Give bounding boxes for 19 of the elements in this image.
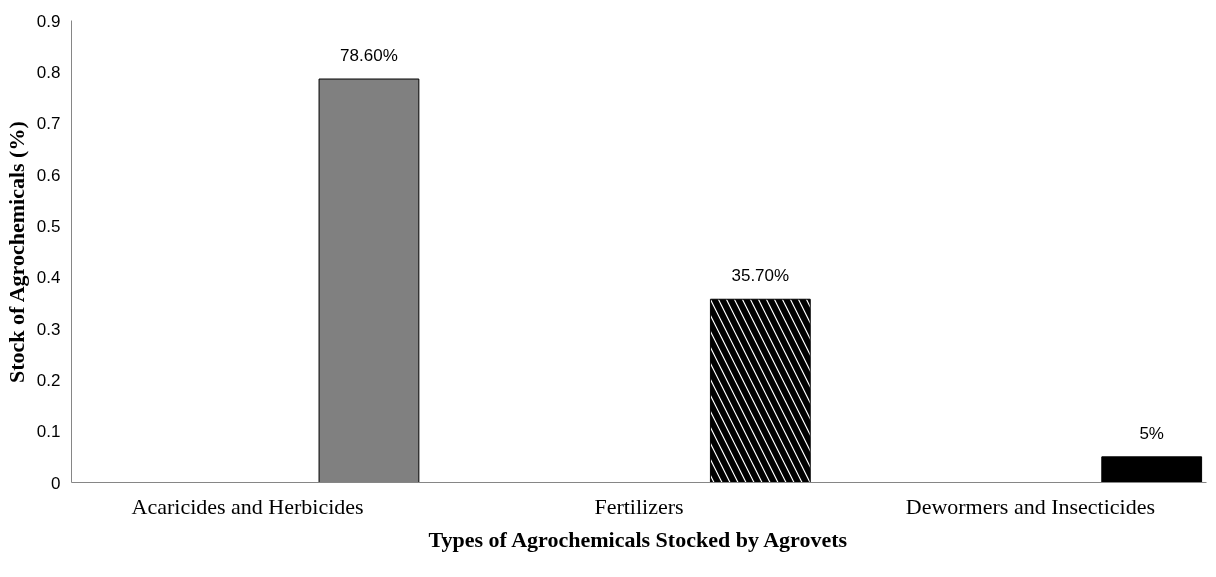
- y-tick-label: 0.5: [36, 216, 61, 236]
- data-label: 5%: [1139, 423, 1164, 443]
- bar: [1101, 456, 1203, 483]
- x-tick-label: Dewormers and Insecticides: [905, 493, 1156, 519]
- x-tick-label: Fertilizers: [594, 493, 684, 519]
- data-label: 78.60%: [340, 46, 398, 66]
- x-axis-title: Types of Agrochemicals Stocked by Agrovets: [428, 526, 848, 552]
- y-tick-label: 0.3: [36, 319, 61, 339]
- y-tick-label: 0.6: [36, 165, 61, 185]
- y-tick-label: 0.7: [36, 114, 61, 134]
- y-tick-label: 0.8: [36, 62, 61, 82]
- y-axis-title: Stock of Agrochemicals (%): [3, 121, 29, 383]
- y-tick-label: 0.2: [36, 370, 61, 390]
- y-tick-label: 0: [51, 473, 61, 493]
- y-tick-label: 0.9: [36, 11, 61, 31]
- y-tick-label: 0.1: [36, 422, 61, 442]
- y-tick-label: 0.4: [36, 268, 61, 288]
- data-label: 35.70%: [731, 266, 790, 286]
- x-tick-label: Acaricides and Herbicides: [131, 493, 364, 519]
